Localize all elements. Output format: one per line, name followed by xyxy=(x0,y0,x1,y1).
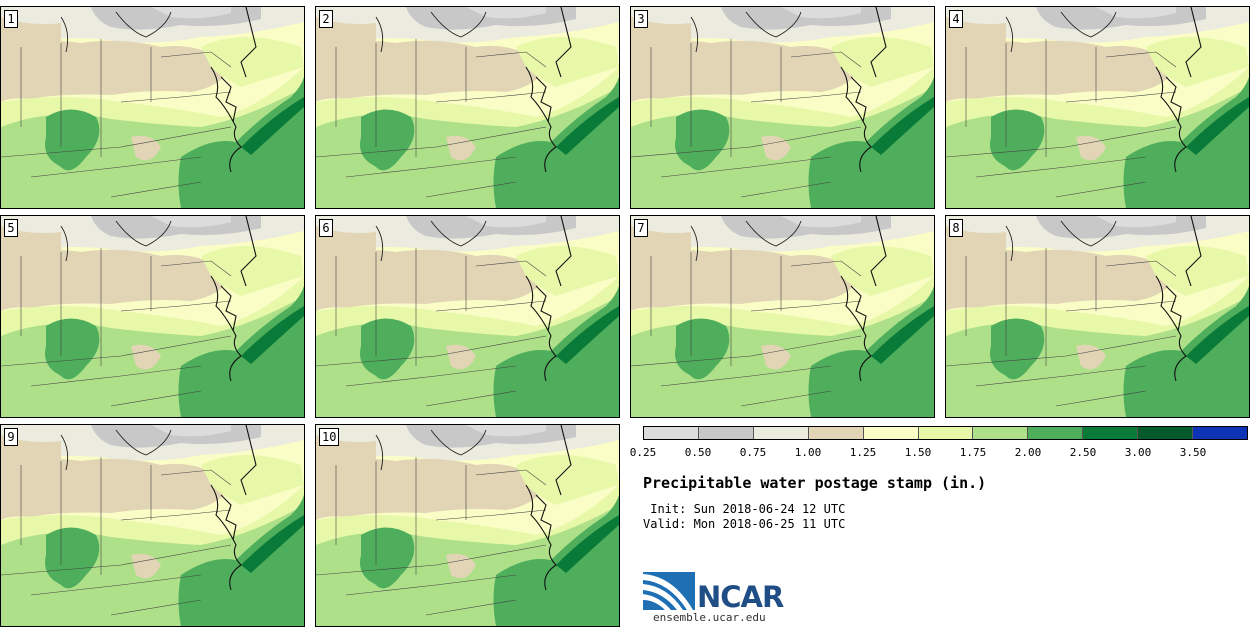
colorbar-segment xyxy=(698,427,754,439)
member-label: 7 xyxy=(634,219,648,237)
colorbar-segment xyxy=(863,427,919,439)
colorbar-segment xyxy=(1083,427,1139,439)
member-label: 9 xyxy=(4,428,18,446)
member-label: 6 xyxy=(319,219,333,237)
member-panel-3: 3 xyxy=(630,6,935,209)
member-label: 3 xyxy=(634,10,648,28)
member-label: 10 xyxy=(319,428,340,446)
ncar-wordmark: NCAR xyxy=(697,580,784,614)
precipitable-water-map xyxy=(946,7,1249,208)
colorbar-tick-label: 3.00 xyxy=(1124,446,1152,459)
colorbar xyxy=(643,426,1248,440)
precipitable-water-map xyxy=(631,7,934,208)
colorbar-tick-label: 1.50 xyxy=(904,446,932,459)
member-panel-9: 9 xyxy=(0,424,305,627)
member-label: 5 xyxy=(4,219,18,237)
colorbar-tick-label: 1.25 xyxy=(849,446,877,459)
member-label: 4 xyxy=(949,10,963,28)
precipitable-water-map xyxy=(1,425,304,626)
init-time: Init: Sun 2018-06-24 12 UTC xyxy=(643,502,846,516)
precipitable-water-map xyxy=(946,216,1249,417)
member-panel-5: 5 xyxy=(0,215,305,418)
colorbar-segment xyxy=(1028,427,1084,439)
colorbar-tick-label: 0.50 xyxy=(684,446,712,459)
member-panel-2: 2 xyxy=(315,6,620,209)
colorbar-tick-label: 1.00 xyxy=(794,446,822,459)
colorbar-segment xyxy=(753,427,809,439)
member-panel-4: 4 xyxy=(945,6,1250,209)
colorbar-tick-label: 3.50 xyxy=(1179,446,1207,459)
precipitable-water-map xyxy=(1,216,304,417)
colorbar-tick-label: 2.00 xyxy=(1014,446,1042,459)
colorbar-segment xyxy=(1193,427,1247,439)
member-label: 2 xyxy=(319,10,333,28)
member-panel-7: 7 xyxy=(630,215,935,418)
colorbar-segment xyxy=(973,427,1029,439)
precipitable-water-map xyxy=(316,7,619,208)
colorbar-tick-label: 2.50 xyxy=(1069,446,1097,459)
precipitable-water-map xyxy=(316,216,619,417)
colorbar-tick-label: 0.75 xyxy=(739,446,767,459)
colorbar-segment xyxy=(1138,427,1194,439)
member-panel-6: 6 xyxy=(315,215,620,418)
precipitable-water-map xyxy=(1,7,304,208)
valid-time: Valid: Mon 2018-06-25 11 UTC xyxy=(643,517,846,531)
ncar-logo-icon xyxy=(643,572,695,610)
colorbar-segment xyxy=(644,427,699,439)
colorbar-tick-label: 1.75 xyxy=(959,446,987,459)
member-panel-10: 10 xyxy=(315,424,620,627)
source-url: ensemble.ucar.edu xyxy=(653,611,766,624)
precipitable-water-map xyxy=(631,216,934,417)
chart-title: Precipitable water postage stamp (in.) xyxy=(643,474,987,492)
member-panel-1: 1 xyxy=(0,6,305,209)
precipitable-water-map xyxy=(316,425,619,626)
colorbar-tick-label: 0.25 xyxy=(629,446,657,459)
member-panel-8: 8 xyxy=(945,215,1250,418)
member-label: 8 xyxy=(949,219,963,237)
member-label: 1 xyxy=(4,10,18,28)
colorbar-segment xyxy=(918,427,974,439)
colorbar-segment xyxy=(808,427,864,439)
